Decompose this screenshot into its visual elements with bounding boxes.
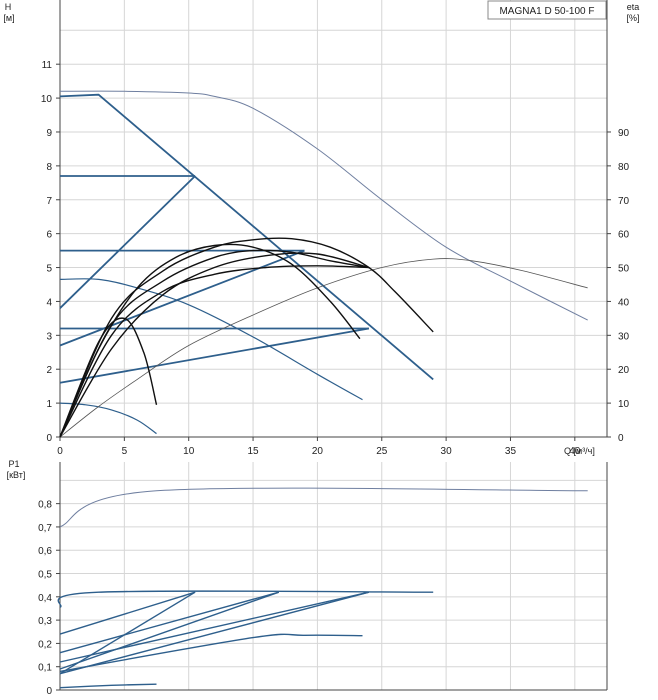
power-curve-power bbox=[59, 633, 363, 673]
head-curve-max bbox=[59, 90, 588, 321]
curves bbox=[57, 90, 588, 689]
power-y-tick-label: 0,5 bbox=[38, 570, 52, 581]
head-curve-control bbox=[59, 93, 434, 381]
head-curve-pump bbox=[59, 237, 434, 438]
power-curve-power bbox=[59, 591, 280, 670]
power-curve-max bbox=[59, 487, 588, 528]
power-curve-power bbox=[59, 591, 370, 675]
power-y-tick-label: 0,2 bbox=[38, 639, 52, 650]
eta-y-tick-label: 20 bbox=[618, 365, 630, 376]
head-y-tick-label: 0 bbox=[46, 433, 52, 444]
head-y-tick-label: 5 bbox=[46, 264, 52, 275]
flow-x-tick-label: 15 bbox=[247, 446, 259, 457]
power-curve-power bbox=[59, 683, 157, 689]
flow-x-tick-label: 35 bbox=[505, 446, 517, 457]
flow-x-tick-label: 30 bbox=[441, 446, 453, 457]
head-curve-control bbox=[59, 175, 196, 309]
eta-y-tick-label: 50 bbox=[618, 264, 630, 275]
head-curve-pump bbox=[59, 265, 369, 438]
head-y-tick-label: 8 bbox=[46, 162, 52, 173]
eta-y-tick-label: 80 bbox=[618, 162, 630, 173]
head-curve-control bbox=[59, 249, 305, 347]
model-label: MAGNA1 D 50-100 F bbox=[499, 6, 594, 17]
head-y-tick-label: 3 bbox=[46, 331, 52, 342]
power-axis-label: P1 bbox=[8, 459, 19, 469]
eta-axis-label: eta bbox=[627, 2, 640, 12]
head-y-tick-label: 6 bbox=[46, 230, 52, 241]
head-curve-control bbox=[59, 327, 370, 384]
flow-x-tick-label: 25 bbox=[376, 446, 388, 457]
head-y-tick-label: 2 bbox=[46, 365, 52, 376]
flow-x-tick-label: 10 bbox=[183, 446, 195, 457]
flow-x-tick-label: 0 bbox=[57, 446, 63, 457]
power-curve-power bbox=[57, 590, 434, 608]
grid-lines bbox=[60, 0, 607, 690]
eta-y-tick-label: 60 bbox=[618, 230, 630, 241]
axes bbox=[56, 0, 611, 691]
power-y-tick-label: 0,4 bbox=[38, 593, 52, 604]
power-axis-unit: [кВт] bbox=[7, 470, 26, 480]
power-curve-power bbox=[59, 591, 196, 635]
head-y-tick-label: 4 bbox=[46, 297, 52, 308]
eta-y-tick-label: 70 bbox=[618, 196, 630, 207]
flow-x-tick-label: 5 bbox=[122, 446, 128, 457]
flow-x-tick-label: 20 bbox=[312, 446, 324, 457]
head-y-tick-label: 9 bbox=[46, 128, 52, 139]
power-y-tick-label: 0 bbox=[46, 686, 52, 697]
power-curve-power bbox=[59, 591, 279, 654]
head-y-tick-label: 1 bbox=[46, 399, 52, 410]
eta-y-tick-label: 0 bbox=[618, 433, 624, 444]
flow-axis-label: Q [м³/ч] bbox=[564, 446, 595, 456]
head-curve-pump bbox=[59, 317, 158, 438]
head-y-tick-label: 10 bbox=[41, 94, 53, 105]
eta-y-tick-label: 40 bbox=[618, 297, 630, 308]
tick-labels: 0 1 2 3 4 5 6 7 8 9 10 11 0 10 20 30 40 50 60 70 80 90 0 5 10 15 2… bbox=[38, 60, 629, 697]
eta-y-tick-label: 90 bbox=[618, 128, 630, 139]
head-y-tick-label: 11 bbox=[42, 60, 53, 71]
power-y-tick-label: 0,7 bbox=[38, 523, 52, 534]
head-axis-label: H bbox=[5, 2, 12, 12]
head-curve-pump bbox=[59, 243, 361, 438]
head-curve-speed bbox=[59, 402, 157, 435]
head-curve-speed bbox=[59, 278, 363, 401]
power-curve-power bbox=[59, 591, 196, 675]
power-curve-power bbox=[59, 591, 370, 663]
power-y-tick-label: 0,3 bbox=[38, 616, 52, 627]
eta-y-tick-label: 10 bbox=[618, 399, 630, 410]
eta-y-tick-label: 30 bbox=[618, 331, 630, 342]
head-axis-unit: [м] bbox=[3, 13, 14, 23]
flow-x-tick-label: 40 bbox=[569, 446, 581, 457]
power-y-tick-label: 0,1 bbox=[38, 663, 52, 674]
power-y-tick-label: 0,8 bbox=[38, 500, 52, 511]
eta-axis-unit: [%] bbox=[626, 13, 639, 23]
model-label-box bbox=[487, 0, 607, 20]
head-curve-pump bbox=[59, 252, 370, 438]
power-y-tick-label: 0,6 bbox=[38, 546, 52, 557]
head-y-tick-label: 7 bbox=[46, 196, 52, 207]
